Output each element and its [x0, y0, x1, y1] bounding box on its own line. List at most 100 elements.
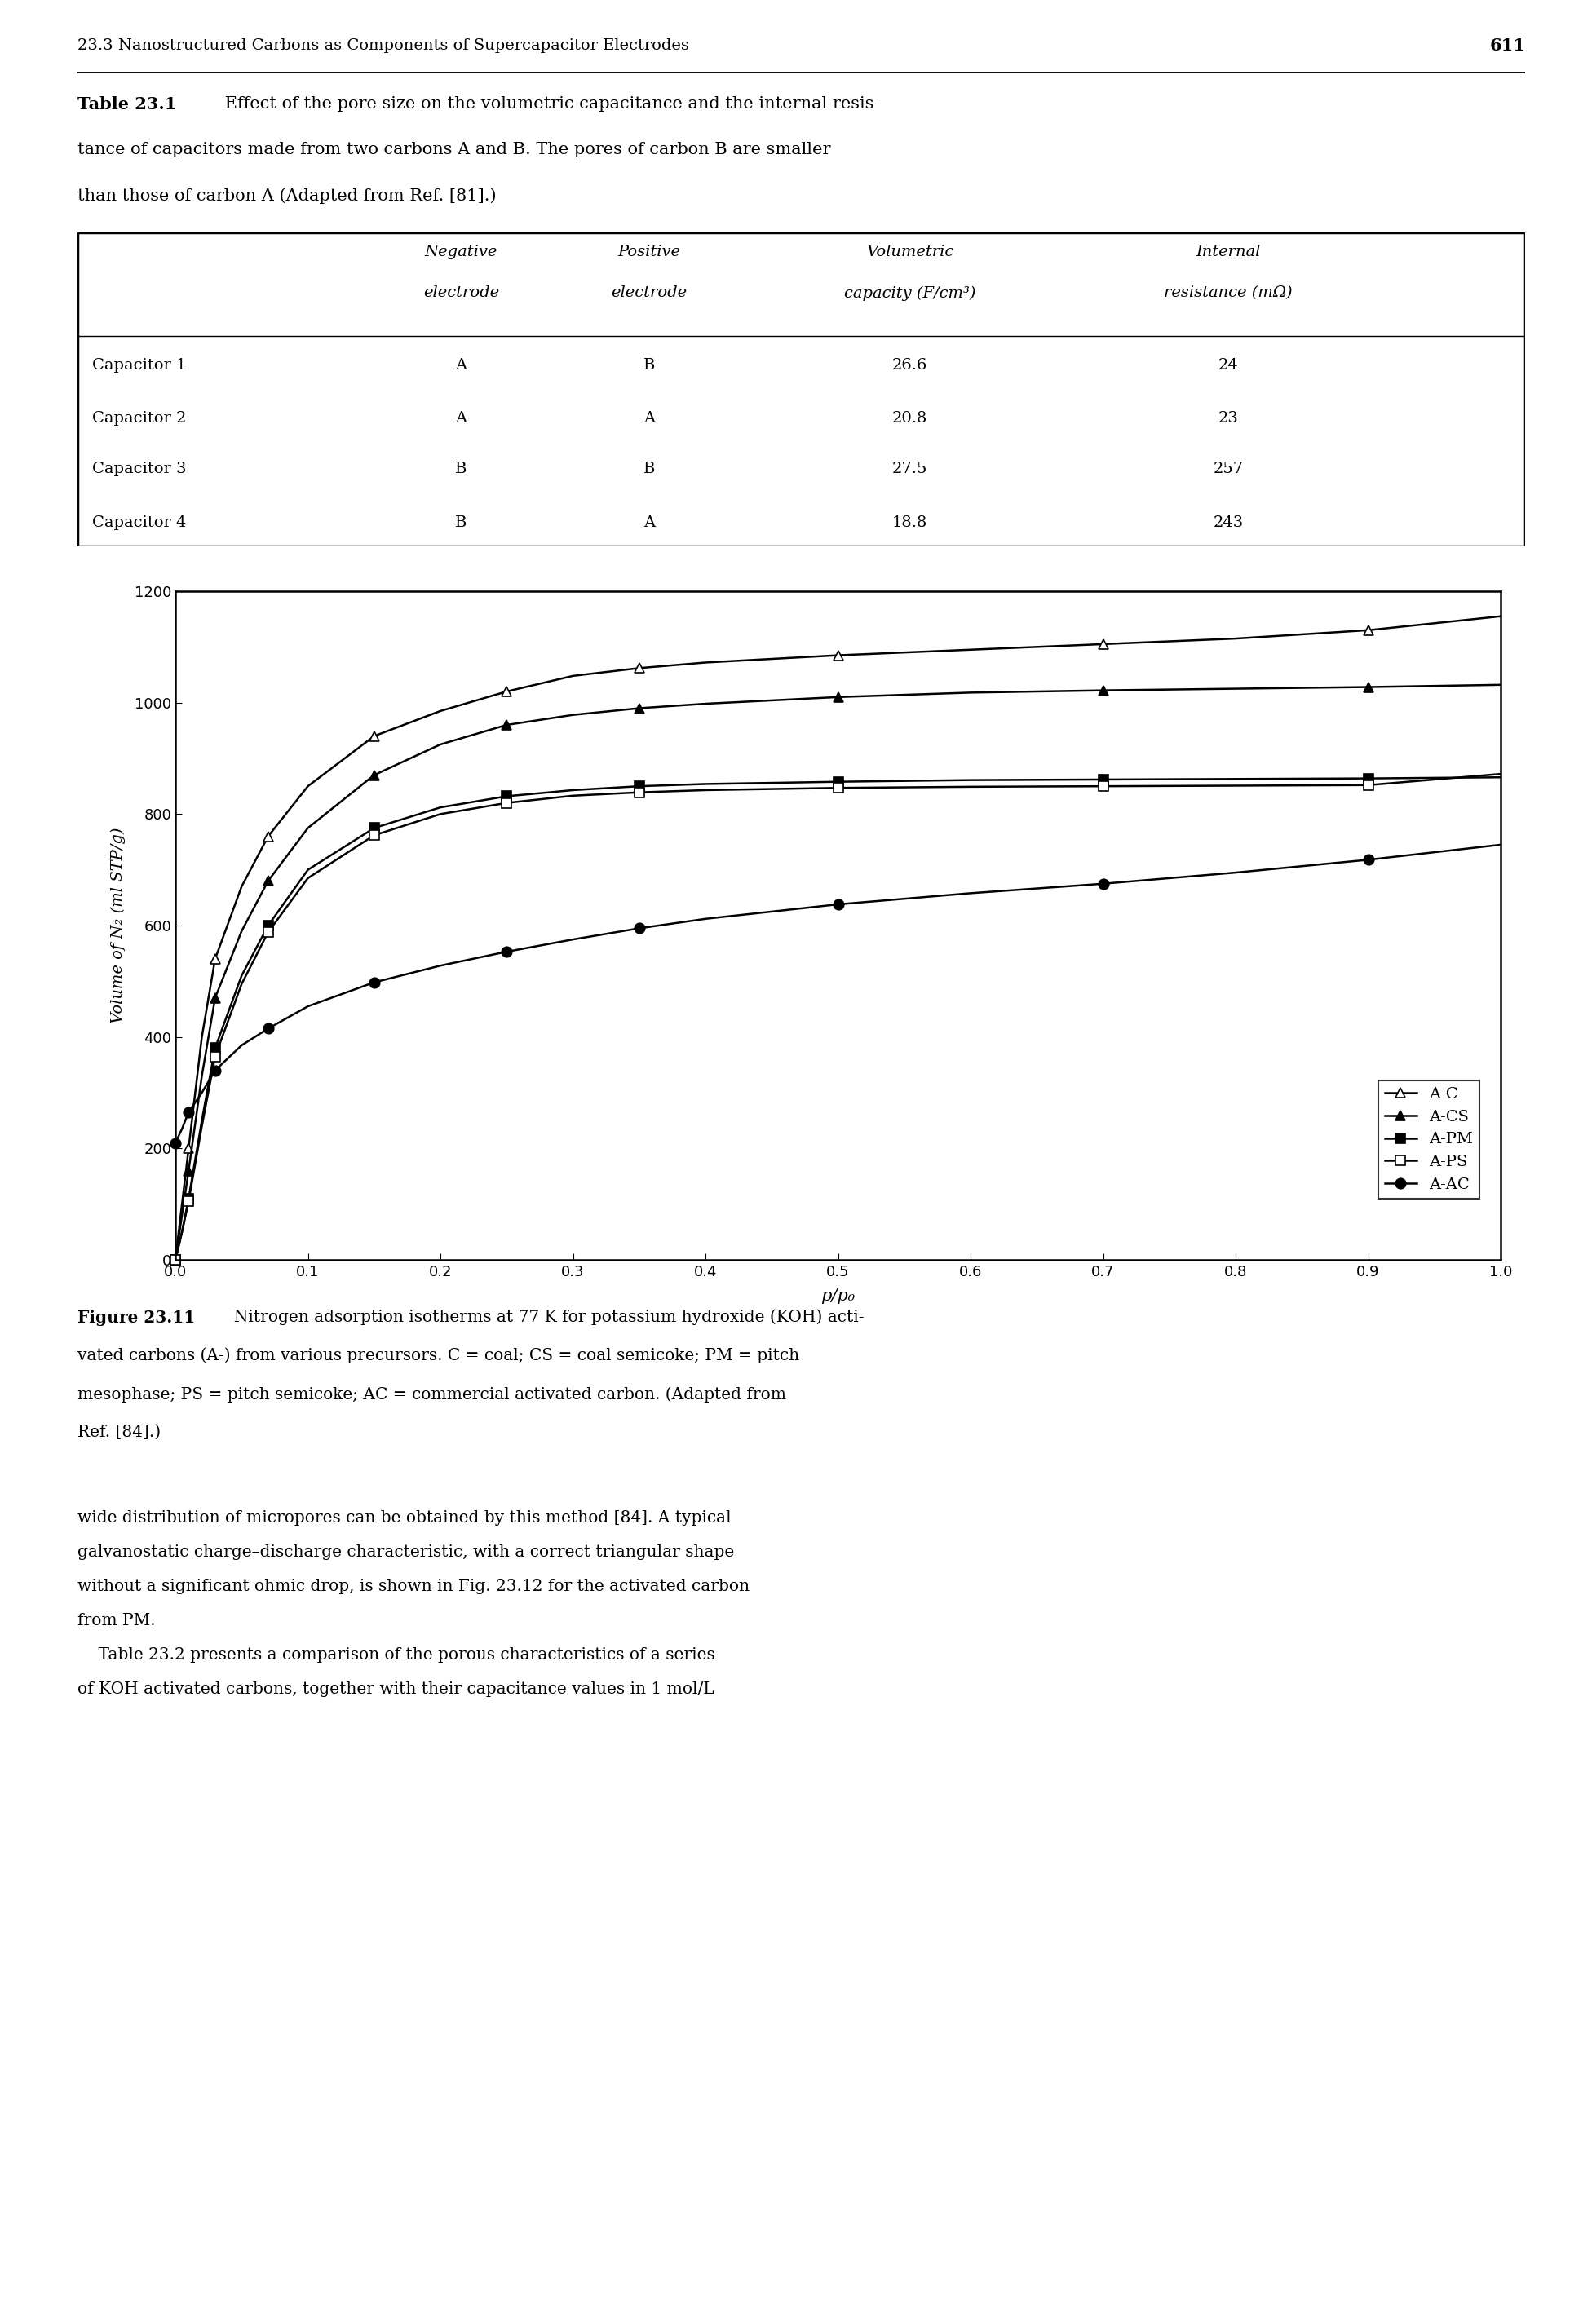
Text: B: B: [643, 462, 656, 476]
A-CS: [298, 813, 317, 841]
A-CS: [258, 867, 277, 895]
A-PS: [696, 776, 715, 804]
A-PS: [166, 1246, 185, 1274]
A-CS: [497, 711, 516, 739]
Text: 20.8: 20.8: [892, 411, 928, 425]
A-C: [1094, 630, 1113, 658]
A-PS: [193, 1113, 212, 1141]
A-AC: [166, 1129, 185, 1157]
A-PS: [172, 1218, 191, 1246]
A-PS: [630, 779, 650, 806]
Text: 24: 24: [1218, 358, 1239, 372]
A-PS: [828, 774, 847, 802]
Text: A: A: [455, 411, 466, 425]
A-AC: [431, 953, 451, 981]
A-C: [258, 823, 277, 851]
A-PM: [166, 1246, 185, 1274]
Text: vated carbons (A-) from various precursors. C = coal; CS = coal semicoke; PM = p: vated carbons (A-) from various precurso…: [78, 1348, 799, 1364]
Text: wide distribution of micropores can be obtained by this method [84]. A typical: wide distribution of micropores can be o…: [78, 1511, 731, 1527]
A-PS: [1492, 760, 1511, 788]
A-PS: [1358, 772, 1377, 799]
Text: Capacitor 1: Capacitor 1: [92, 358, 186, 372]
Text: 26.6: 26.6: [892, 358, 928, 372]
Text: 18.8: 18.8: [892, 516, 928, 530]
A-PM: [1492, 762, 1511, 790]
Text: B: B: [455, 516, 466, 530]
A-PM: [172, 1218, 191, 1246]
A-PM: [962, 767, 981, 795]
A-PM: [365, 813, 384, 841]
A-C: [1226, 625, 1245, 653]
A-CS: [696, 690, 715, 718]
Text: than those of carbon A (Adapted from Ref. [81].): than those of carbon A (Adapted from Ref…: [78, 188, 497, 205]
A-PM: [205, 1034, 224, 1062]
A-CS: [828, 683, 847, 711]
Text: resistance (mΩ): resistance (mΩ): [1164, 286, 1293, 300]
A-AC: [1358, 846, 1377, 874]
Text: 23: 23: [1218, 411, 1239, 425]
A-AC: [365, 969, 384, 997]
Text: B: B: [455, 462, 466, 476]
Text: B: B: [643, 358, 656, 372]
A-CS: [1226, 674, 1245, 702]
Line: A-CS: A-CS: [170, 679, 1506, 1264]
A-CS: [630, 695, 650, 723]
A-AC: [298, 992, 317, 1020]
Text: 611: 611: [1490, 37, 1525, 53]
A-PS: [298, 865, 317, 892]
Text: Effect of the pore size on the volumetric capacitance and the internal resis-: Effect of the pore size on the volumetri…: [220, 98, 879, 112]
A-CS: [564, 702, 583, 730]
Text: without a significant ohmic drop, is shown in Fig. 23.12 for the activated carbo: without a significant ohmic drop, is sho…: [78, 1578, 750, 1594]
Text: electrode: electrode: [611, 286, 688, 300]
A-PM: [630, 772, 650, 799]
A-CS: [172, 1202, 191, 1229]
A-PM: [193, 1106, 212, 1134]
A-CS: [205, 983, 224, 1011]
A-PS: [497, 788, 516, 816]
A-C: [1358, 616, 1377, 644]
A-C: [205, 946, 224, 974]
A-C: [166, 1246, 185, 1274]
A-PS: [1226, 772, 1245, 799]
A-CS: [193, 1062, 212, 1090]
A-C: [365, 723, 384, 751]
A-C: [497, 679, 516, 706]
A-C: [178, 1134, 197, 1162]
A-C: [172, 1190, 191, 1218]
A-C: [564, 662, 583, 690]
A-PM: [1358, 765, 1377, 792]
Text: Figure 23.11: Figure 23.11: [78, 1308, 196, 1325]
A-C: [1492, 602, 1511, 630]
Text: A: A: [643, 411, 654, 425]
Text: Positive: Positive: [618, 244, 681, 260]
A-CS: [1358, 674, 1377, 702]
A-PM: [232, 962, 252, 990]
A-C: [828, 641, 847, 669]
Text: from PM.: from PM.: [78, 1613, 156, 1629]
A-AC: [828, 890, 847, 918]
A-CS: [962, 679, 981, 706]
Text: A: A: [455, 358, 466, 372]
A-AC: [258, 1016, 277, 1043]
A-CS: [365, 762, 384, 790]
A-CS: [166, 1246, 185, 1274]
Line: A-AC: A-AC: [170, 839, 1506, 1148]
A-AC: [1094, 869, 1113, 897]
A-PM: [1094, 765, 1113, 792]
A-PM: [497, 783, 516, 811]
Text: Capacitor 2: Capacitor 2: [92, 411, 186, 425]
Text: 257: 257: [1213, 462, 1243, 476]
Text: 243: 243: [1213, 516, 1243, 530]
A-CS: [232, 918, 252, 946]
A-PS: [962, 774, 981, 802]
Text: Capacitor 3: Capacitor 3: [92, 462, 186, 476]
A-AC: [1226, 858, 1245, 885]
Text: A: A: [643, 516, 654, 530]
Text: Table 23.2 presents a comparison of the porous characteristics of a series: Table 23.2 presents a comparison of the …: [78, 1648, 715, 1664]
Text: mesophase; PS = pitch semicoke; AC = commercial activated carbon. (Adapted from: mesophase; PS = pitch semicoke; AC = com…: [78, 1385, 786, 1401]
A-CS: [1094, 676, 1113, 704]
A-PM: [696, 769, 715, 797]
Text: Capacitor 4: Capacitor 4: [92, 516, 186, 530]
A-C: [630, 653, 650, 681]
A-PS: [205, 1043, 224, 1071]
